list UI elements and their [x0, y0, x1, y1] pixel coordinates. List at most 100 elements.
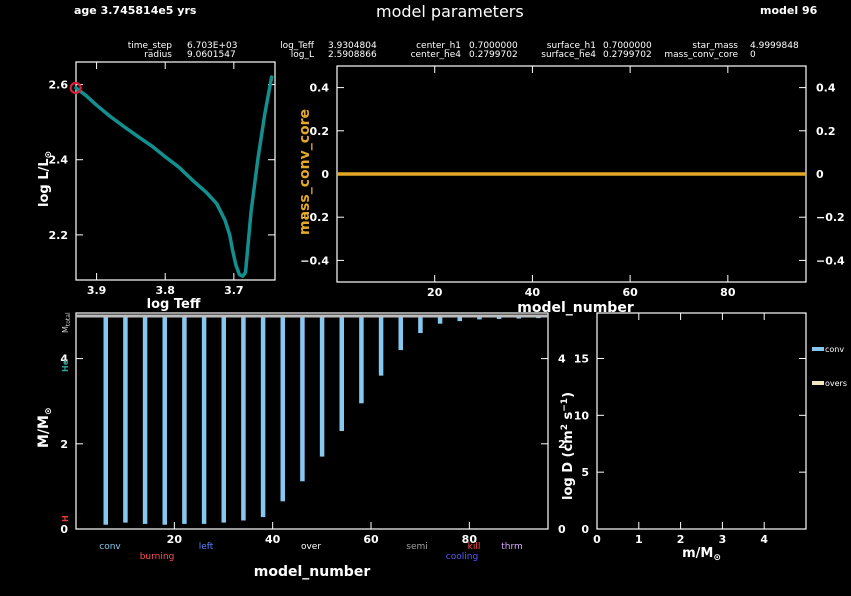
kipp-legend-label: conv [99, 542, 121, 552]
convection-bar [477, 316, 482, 320]
hr-xtick-label: 3.7 [224, 284, 244, 297]
mix-ytick-label: 10 [574, 409, 590, 422]
convection-bar [339, 316, 344, 432]
convection-bar [398, 316, 403, 351]
convection-bar [280, 316, 285, 502]
mix-xtick-label: 1 [635, 533, 643, 546]
convection-bar [418, 316, 423, 334]
mcc-ytick-label-right: 0 [816, 168, 824, 181]
hr-ytick-label: 2.4 [49, 154, 69, 167]
convection-bar [123, 316, 128, 523]
kipp-xtick-label: 60 [363, 533, 379, 546]
mcc-ytick-label: −0.2 [300, 211, 329, 224]
mcc-ytick-label: −0.4 [300, 254, 329, 267]
mcc-ytick-label: 0 [321, 168, 329, 181]
mcc-xtick-label: 20 [427, 286, 443, 299]
mcc-xlabel: model_number [517, 300, 634, 316]
kipp-legend-label: over [301, 542, 321, 552]
hr-ytick-label: 2.2 [49, 229, 69, 242]
convection-bar [319, 316, 325, 457]
age-label: age 3.745814e5 yrs [74, 4, 197, 17]
mcc-ytick-label: 0.2 [310, 125, 330, 138]
hr-track-line [74, 75, 274, 278]
mix-ytick-label: 15 [574, 352, 589, 365]
mcc-ytick-label-right: −0.4 [816, 254, 845, 267]
kipp-legend-label: thrm [501, 542, 523, 552]
param-value: 0.7000000 [469, 41, 518, 51]
convection-bar [300, 316, 305, 482]
kipp-xlabel: model_number [254, 564, 371, 580]
he-side-label: He [61, 359, 70, 372]
convection-bar [103, 316, 108, 525]
convection-bar [359, 316, 364, 404]
param-label: mass_conv_core [664, 50, 738, 60]
param-label: center_he4 [410, 50, 461, 60]
kill-label: kill [468, 542, 481, 552]
mix-xtick-label: 4 [760, 533, 768, 546]
param-label: surface_h1 [546, 41, 596, 51]
mcc-xtick-label: 80 [720, 286, 736, 299]
mix-xtick-label: 0 [593, 533, 601, 546]
convection-bar [437, 316, 443, 324]
kipp-ytick-label-right: 0 [558, 523, 566, 536]
hr-xtick-label: 3.8 [155, 284, 175, 297]
param-value: 0.2799702 [469, 50, 518, 60]
kipp-xtick-label: 20 [167, 533, 183, 546]
mcc-ytick-label-right: −0.2 [816, 211, 845, 224]
param-value: 2.5908866 [328, 50, 377, 60]
hr-ylabel: log L/L⊙ [37, 151, 54, 207]
param-label: radius [144, 50, 172, 60]
convection-bar [378, 316, 384, 376]
current-model-marker [69, 81, 82, 95]
hr-frame [75, 61, 276, 281]
param-value: 6.703E+03 [187, 41, 238, 51]
param-value: 0 [750, 50, 756, 60]
hr-xtick-label: 3.9 [87, 284, 107, 297]
mix-legend-label: overs [825, 379, 847, 388]
convection-bar [182, 316, 187, 524]
convection-bar [457, 316, 462, 322]
mcc-xtick-label: 60 [622, 286, 638, 299]
param-label: center_h1 [416, 41, 461, 51]
param-value: 4.9999848 [750, 41, 799, 51]
kipp-ylabel-right: log D (cm2 s−1) [560, 392, 576, 500]
mix-ytick-label: 5 [581, 466, 589, 479]
kipp-legend-label: cooling [446, 552, 478, 562]
kipp-xtick-label: 40 [265, 533, 281, 546]
kipp-legend-label: burning [140, 552, 175, 562]
kipp-ytick-label: 0 [60, 523, 68, 536]
kipp-ylabel: M/M⊙ [36, 407, 54, 448]
param-label: surface_he4 [541, 50, 596, 60]
param-value: 0.2799702 [603, 50, 652, 60]
param-label: time_step [127, 41, 172, 51]
kipp-legend-label: semi [406, 542, 428, 552]
mcc-xtick-label: 40 [525, 286, 541, 299]
param-value: 3.9304804 [328, 41, 377, 51]
param-value: 9.0601547 [187, 50, 236, 60]
kipp-xtick-label: 80 [462, 533, 478, 546]
kipp-ytick-label: 4 [60, 353, 68, 366]
h-side-label: H [61, 515, 70, 522]
mix-ytick-label: 0 [581, 523, 589, 536]
mix-xtick-label: 2 [677, 533, 685, 546]
convection-bar [221, 316, 226, 523]
mix-xtick-label: 3 [719, 533, 727, 546]
kipp-ytick-label-right: 4 [558, 353, 566, 366]
hr-ytick-label: 2.6 [49, 79, 69, 92]
kipp-ytick-label: 2 [60, 438, 68, 451]
hr-xlabel: log Teff [147, 297, 201, 312]
mix-legend-label: conv [825, 345, 844, 354]
page-title: model parameters [376, 2, 524, 21]
param-label: star_mass [692, 41, 738, 51]
convection-bar [162, 316, 167, 525]
convection-bar [260, 316, 266, 518]
kipp-legend-label: left [199, 542, 214, 552]
kipp-frame [75, 312, 549, 530]
total-mass-side-label: Mtotal [61, 312, 72, 333]
mcc-ytick-label: 0.4 [310, 82, 330, 95]
mcc-ytick-label-right: 0.4 [816, 82, 836, 95]
param-label: log_Teff [280, 41, 314, 51]
convection-bar [201, 316, 207, 524]
convection-bar [241, 316, 246, 521]
